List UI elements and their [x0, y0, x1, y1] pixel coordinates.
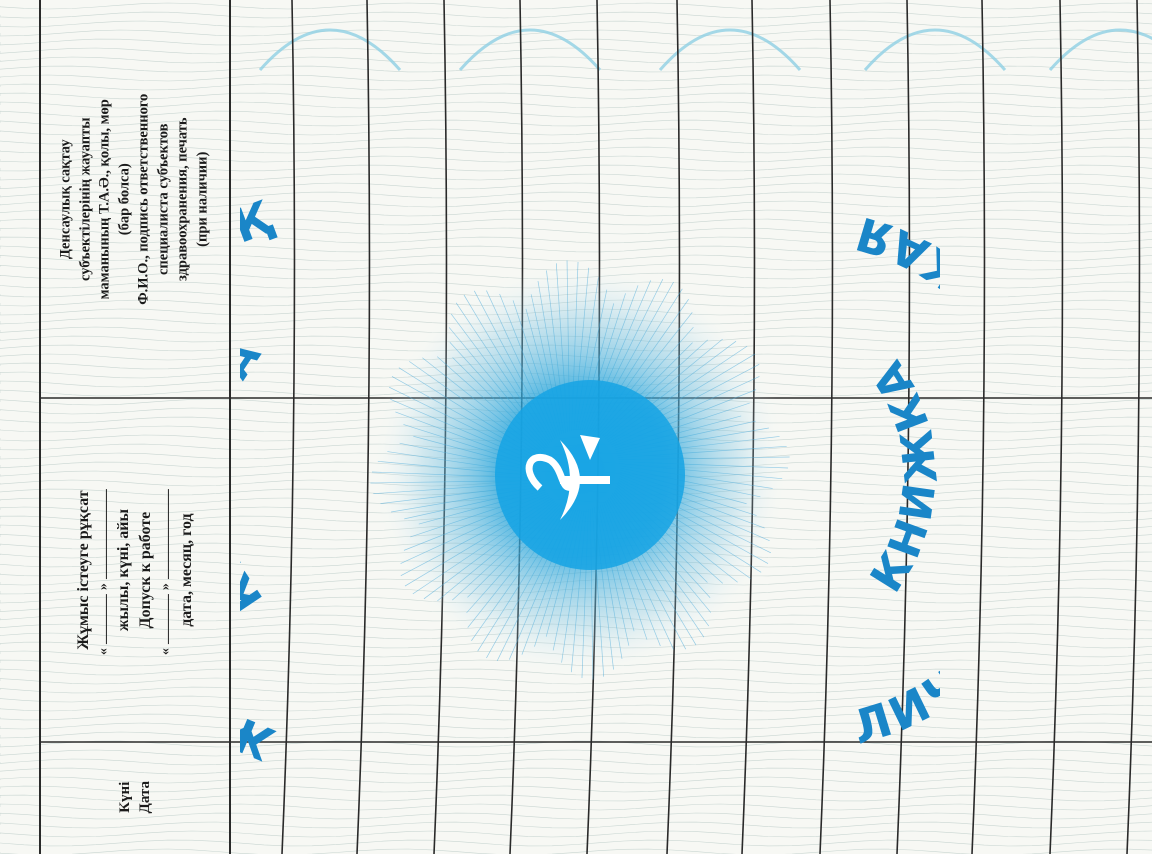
work-permit-date-blank-kk: «» [95, 485, 114, 655]
stamp-seal: ЖЕКЕ МЕДИЦИНАЛЫҚ КІТАПША ЛИЧНАЯ МЕДИЦИНС… [240, 189, 940, 770]
signature-ru-line1: Ф.И.О., подпись ответственного [136, 93, 153, 305]
work-permit-label-kk: Жұмыс істеуге рұқсат [74, 490, 92, 650]
work-permit-caption-ru: дата, месяц, год [177, 513, 195, 627]
signature-kk-line2: субъектілерінің жауапты [77, 117, 94, 281]
signature-ru-line2: специалиста субъектов [155, 123, 172, 275]
work-permit-caption-kk: жылы, күні, айы [115, 508, 133, 632]
work-permit-label-ru: Допуск к работе [137, 511, 154, 629]
work-permit-date-blank-ru: «» [157, 485, 176, 655]
header-work-permit-cell: Жұмыс істеуге рұқсат «» жылы, күні, айы … [40, 398, 230, 742]
stamp-bottom-text-2: КНИЖКА [861, 349, 940, 601]
signature-kk-line1: Денсаулық сақтау [57, 139, 74, 259]
stamp-top-text-2: КІТАПША [240, 328, 269, 623]
svg-text:КНИЖКА: КНИЖКА [861, 349, 940, 601]
date-label-kk: Күні [116, 781, 133, 813]
hygieia-bowl-icon [525, 435, 610, 520]
svg-text:КІТАПША: КІТАПША [240, 328, 273, 623]
signature-ru-line4: (при наличии) [194, 151, 211, 247]
signature-kk-line4: (бар болса) [116, 163, 133, 235]
svg-text:ЖЕКЕ МЕДИЦИНАЛЫҚ: ЖЕКЕ МЕДИЦИНАЛЫҚ [240, 189, 282, 770]
signature-ru-line3: здравоохранения, печать [175, 117, 192, 281]
header-signature-cell: Денсаулық сақтау субъектілерінің жауапты… [40, 0, 230, 398]
header-date-cell: Күні Дата [40, 742, 230, 852]
stamp-top-text: ЖЕКЕ МЕДИЦИНАЛЫҚ [240, 189, 278, 770]
date-label-ru: Дата [136, 780, 153, 814]
signature-kk-line3: маманының Т.А.Ә., қолы, мөр [96, 98, 113, 300]
stamp-center [495, 380, 685, 570]
